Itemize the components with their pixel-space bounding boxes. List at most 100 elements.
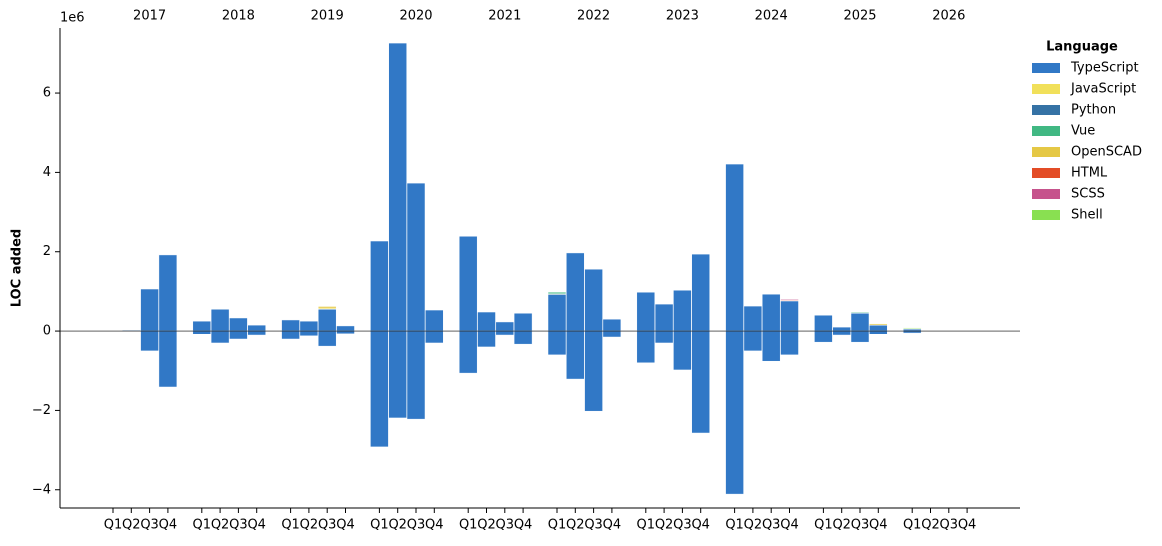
bar-segment-removed: [193, 331, 211, 334]
x-tick-label: Q3: [407, 518, 426, 533]
x-tick-label: Q2: [921, 518, 940, 533]
bar-segment: [566, 253, 584, 331]
legend-label: Python: [1071, 103, 1116, 118]
bar-segment-removed: [833, 331, 851, 335]
x-tick-label: Q1: [903, 518, 922, 533]
bar-segment: [459, 236, 477, 331]
bar-segment-removed: [744, 331, 762, 351]
x-tick-label: Q4: [159, 518, 178, 533]
bar-segment-removed: [229, 331, 247, 339]
x-tick-label: Q2: [655, 518, 674, 533]
y-tick-label: −2: [32, 403, 51, 418]
bar-segment-removed: [814, 331, 832, 342]
legend-label: JavaScript: [1070, 82, 1136, 97]
bar-segment: [851, 313, 869, 331]
bar-segment: [211, 309, 229, 331]
year-label: 2022: [577, 9, 610, 24]
legend-label: Shell: [1071, 208, 1103, 223]
bar-segment-removed: [514, 331, 532, 344]
bar-segment-removed: [425, 331, 443, 343]
bar-segment: [407, 183, 425, 331]
x-tick-label: Q1: [459, 518, 478, 533]
bar-segment: [425, 310, 443, 331]
y-tick-label: 0: [43, 324, 51, 339]
bar-segment: [318, 309, 336, 331]
year-label: 2026: [932, 9, 965, 24]
x-tick-label: Q4: [869, 518, 888, 533]
bar-segment-removed: [211, 331, 229, 343]
bar-segment-removed: [300, 331, 318, 336]
bar-segment-removed: [282, 331, 300, 339]
bar-segment-removed: [692, 331, 710, 433]
bar-segment: [655, 304, 673, 331]
bar-segment: [603, 319, 621, 331]
bar-segment: [585, 269, 603, 331]
bar-segment: [389, 43, 407, 331]
legend-title: Language: [1046, 40, 1118, 55]
bar-segment: [548, 295, 566, 331]
bar-segment: [814, 315, 832, 331]
bar-segment: [159, 255, 177, 331]
y-tick-label: 4: [43, 165, 51, 180]
bar-segment-removed: [726, 331, 744, 494]
x-tick-label: Q1: [725, 518, 744, 533]
bar-segment-removed: [370, 331, 388, 447]
x-tick-label: Q2: [744, 518, 763, 533]
bar-segment: [744, 306, 762, 331]
bar-segment-removed: [548, 331, 566, 355]
bar-segment: [781, 301, 799, 331]
bar-segment-removed: [459, 331, 477, 373]
bar-segment-removed: [762, 331, 780, 361]
bar-segment: [851, 312, 869, 313]
bar-segment: [496, 322, 514, 331]
bar-segment: [141, 289, 159, 331]
x-tick-label: Q3: [229, 518, 248, 533]
legend-swatch: [1032, 126, 1060, 136]
x-tick-label: Q2: [211, 518, 230, 533]
bar-segment: [692, 254, 710, 331]
bar-segment-removed: [566, 331, 584, 379]
y-axis-label: LOC added: [10, 229, 25, 307]
bar-segment-removed: [389, 331, 407, 418]
x-tick-label: Q3: [318, 518, 337, 533]
x-tick-label: Q4: [691, 518, 710, 533]
year-label: 2018: [222, 9, 255, 24]
x-tick-label: Q2: [477, 518, 496, 533]
x-tick-label: Q2: [566, 518, 585, 533]
legend-swatch: [1032, 168, 1060, 178]
bar-segment-removed: [248, 331, 266, 335]
bar-segment-removed: [318, 331, 336, 346]
bar-segment-removed: [159, 331, 177, 387]
bar-segment: [337, 326, 355, 331]
legend-swatch: [1032, 189, 1060, 199]
x-tick-label: Q3: [673, 518, 692, 533]
legend-swatch: [1032, 210, 1060, 220]
bar-segment: [781, 299, 799, 300]
bar-segment: [229, 318, 247, 331]
bar-segment-removed: [496, 331, 514, 335]
x-tick-label: Q1: [193, 518, 212, 533]
x-tick-label: Q4: [247, 518, 266, 533]
bar-segment-removed: [585, 331, 603, 411]
bar-segment: [833, 327, 851, 331]
bar-segment: [903, 328, 921, 329]
legend-swatch: [1032, 63, 1060, 73]
year-label: 2019: [311, 9, 344, 24]
x-tick-label: Q1: [548, 518, 567, 533]
bar-segment-removed: [851, 331, 869, 342]
x-tick-label: Q3: [584, 518, 603, 533]
x-tick-label: Q1: [814, 518, 833, 533]
legend-label: OpenSCAD: [1071, 145, 1142, 160]
bar-segment: [637, 292, 655, 331]
bar-segment: [869, 324, 887, 325]
bar-segment: [869, 325, 887, 331]
legend-swatch: [1032, 105, 1060, 115]
bar-segment-removed: [655, 331, 673, 343]
y-tick-label: −4: [32, 482, 51, 497]
bar-segment-removed: [603, 331, 621, 337]
bar-segment-removed: [781, 331, 799, 355]
x-tick-label: Q3: [851, 518, 870, 533]
x-tick-label: Q2: [832, 518, 851, 533]
x-tick-label: Q3: [496, 518, 515, 533]
